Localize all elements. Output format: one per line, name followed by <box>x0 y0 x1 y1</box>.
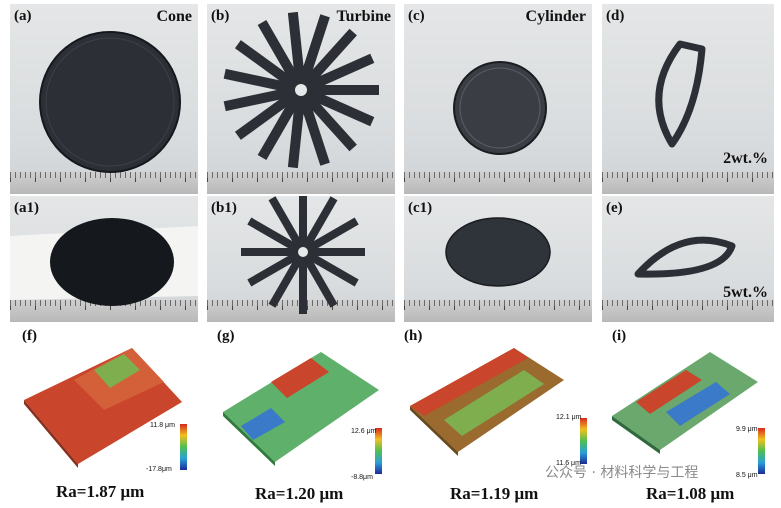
cylinder-image <box>453 61 547 155</box>
panel-label-a1: (a1) <box>14 200 39 216</box>
panel-label-e: (e) <box>606 200 623 216</box>
photo-panel-b1: (b1) <box>207 196 395 322</box>
cone-disc-image <box>39 31 181 173</box>
ruler <box>602 300 774 322</box>
panel-label-f: (f) <box>22 328 37 344</box>
colorbar-max-h: 12.1 μm <box>556 414 582 421</box>
colorbar-min-h: 11.6 μm <box>556 460 581 467</box>
panel-label-g: (g) <box>217 328 235 344</box>
ruler <box>404 300 592 322</box>
concentration-note-2wt: 2wt.% <box>723 150 768 167</box>
surface-map-h <box>410 348 564 456</box>
colorbar-min-f: -17.8μm <box>146 466 172 473</box>
watermark-text: 公众号 · 材料科学与工程 <box>545 465 699 481</box>
ruler <box>404 172 592 194</box>
ruler <box>602 172 774 194</box>
colorbar-h <box>580 418 587 464</box>
colorbar-max-g: 12.6 μm <box>351 428 377 435</box>
panel-label-c1: (c1) <box>408 200 433 216</box>
surface-panel-h: 12.1 μm 11.6 μm (h) Ra=1.19 μm <box>404 328 594 508</box>
roughness-value-i: Ra=1.08 μm <box>646 484 735 503</box>
ruler <box>10 300 198 322</box>
turbine-printed-image <box>241 196 365 314</box>
panel-label-a: (a) <box>14 8 32 24</box>
colorbar-f <box>180 424 187 470</box>
panel-label-c: (c) <box>408 8 425 24</box>
concentration-note-5wt: 5wt.% <box>723 284 768 301</box>
surface-panel-f: 11.8 μm -17.8μm (f) Ra=1.87 μm <box>10 328 200 508</box>
roughness-value-f: Ra=1.87 μm <box>56 482 145 501</box>
colorbar-i <box>758 428 765 474</box>
photo-panel-e: (e) 5wt.% <box>602 196 774 322</box>
ruler <box>207 172 395 194</box>
photo-panel-c1: (c1) <box>404 196 592 322</box>
roughness-value-g: Ra=1.20 μm <box>255 484 344 503</box>
surface-map-i <box>612 352 758 454</box>
surface-map-g <box>223 352 379 466</box>
ruler <box>10 172 198 194</box>
photo-panel-c-cylinder: (c) Cylinder <box>404 4 592 194</box>
colorbar-min-i: 8.5 μm <box>736 472 758 479</box>
panel-label-h: (h) <box>404 328 423 344</box>
turbine-image <box>223 11 379 169</box>
photo-panel-a1: (a1) <box>10 196 198 322</box>
panel-label-i: (i) <box>612 328 627 344</box>
crescent-2wt-image <box>655 40 706 148</box>
photo-panel-a-cone: (a) Cone <box>10 4 198 194</box>
panel-label-b1: (b1) <box>211 200 237 216</box>
cone-printed-image <box>10 218 198 306</box>
panel-title-cone: Cone <box>156 8 192 25</box>
crescent-5wt-image <box>634 236 736 278</box>
surface-panel-g: 12.6 μm -8.8μm (g) Ra=1.20 μm <box>207 328 397 508</box>
photo-panel-b-turbine: (b) Turbine <box>207 4 395 194</box>
colorbar-max-f: 11.8 μm <box>150 422 175 429</box>
photo-panel-d: (d) 2wt.% <box>602 4 774 194</box>
cylinder-printed-image <box>445 217 551 287</box>
colorbar-max-i: 9.9 μm <box>736 426 758 433</box>
roughness-value-h: Ra=1.19 μm <box>450 484 539 503</box>
surface-panel-i: 9.9 μm 8.5 μm (i) Ra=1.08 μm <box>602 328 781 508</box>
surface-map-f <box>24 348 182 468</box>
colorbar-min-g: -8.8μm <box>351 474 373 481</box>
panel-label-b: (b) <box>211 8 230 24</box>
panel-title-cylinder: Cylinder <box>525 8 586 25</box>
panel-title-turbine: Turbine <box>336 8 391 25</box>
panel-label-d: (d) <box>606 8 625 24</box>
colorbar-g <box>375 428 382 474</box>
